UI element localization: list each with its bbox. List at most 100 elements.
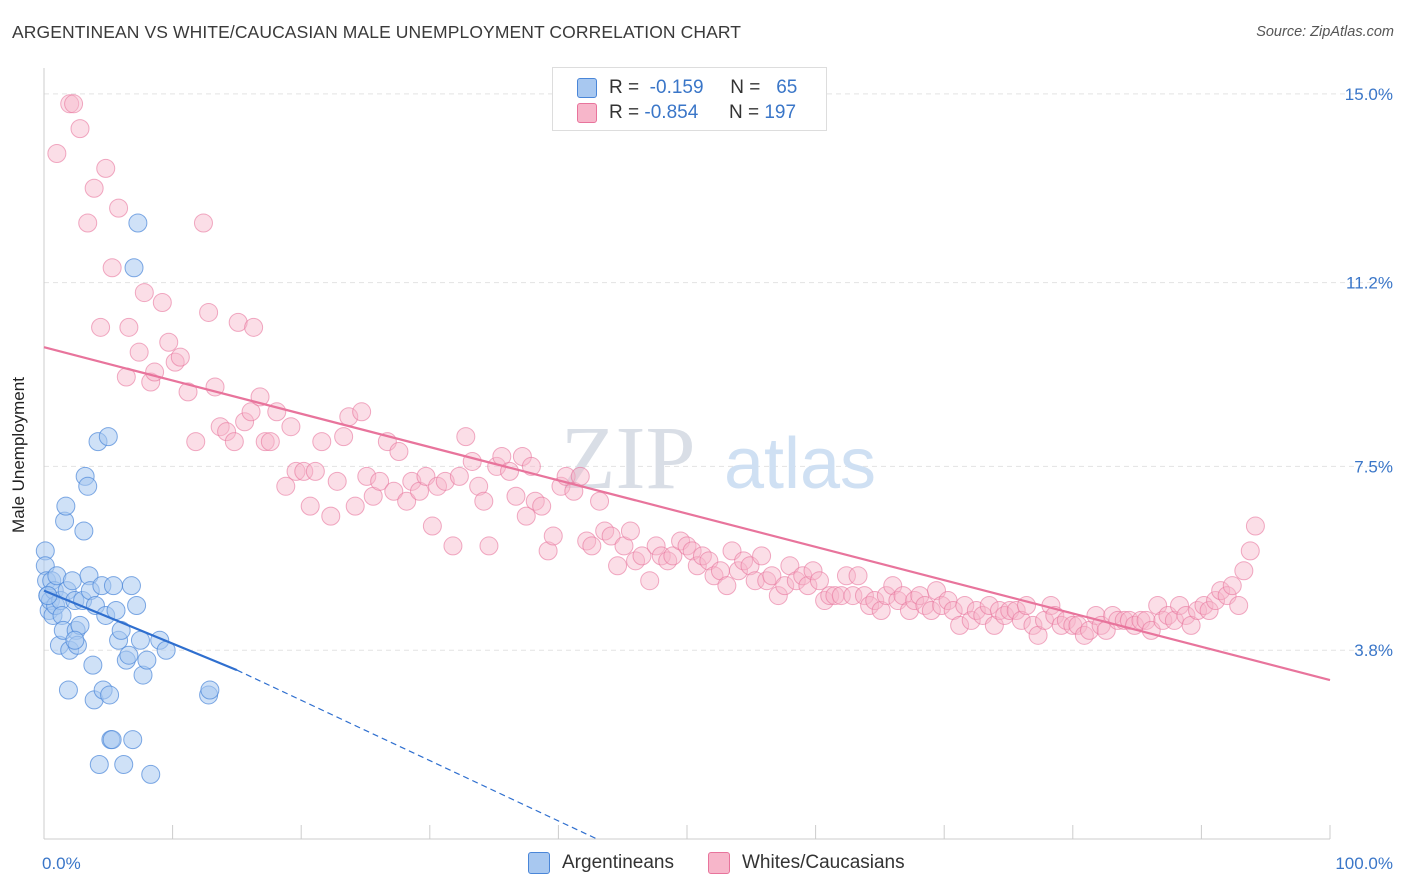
whites-point xyxy=(1011,610,1031,630)
stats-legend: R = -0.159 N = 65 R = -0.854 N = 197 xyxy=(552,67,827,131)
whites-point xyxy=(119,317,139,337)
whites-point xyxy=(651,546,671,566)
argentineans-point xyxy=(62,571,82,591)
argentineans-point xyxy=(58,680,78,700)
whites-point xyxy=(1068,615,1088,635)
whites-point xyxy=(334,427,354,447)
whites-point xyxy=(474,491,494,511)
y-tick-label: 7.5% xyxy=(1354,457,1393,476)
whites-point xyxy=(717,576,737,596)
argentineans-trend-line xyxy=(43,589,238,672)
whites-point xyxy=(871,600,891,620)
whites-point xyxy=(692,546,712,566)
whites-point xyxy=(1222,576,1242,596)
whites-point xyxy=(915,596,935,616)
whites-point xyxy=(883,576,903,596)
whites-point xyxy=(803,561,823,581)
whites-point xyxy=(543,526,563,546)
whites-point xyxy=(178,382,198,402)
x-tick-label: 0.0% xyxy=(42,854,81,873)
y-tick-label: 3.8% xyxy=(1354,641,1393,660)
argentineans-point xyxy=(119,645,139,665)
argentineans-point xyxy=(114,754,134,774)
legend-swatch-pink xyxy=(577,103,597,123)
whites-point xyxy=(462,451,482,471)
argentineans-point xyxy=(100,685,120,705)
legend-item-argentineans: Argentineans xyxy=(528,852,674,874)
y-tick-label: 15.0% xyxy=(1345,85,1393,104)
whites-point xyxy=(186,432,206,452)
whites-point xyxy=(820,586,840,606)
whites-point xyxy=(228,312,248,332)
whites-point xyxy=(389,442,409,462)
whites-point xyxy=(570,466,590,486)
whites-point xyxy=(384,481,404,501)
argentineans-point xyxy=(83,655,103,675)
whites-point xyxy=(632,546,652,566)
argentineans-point xyxy=(89,754,109,774)
whites-point xyxy=(217,422,237,442)
x-tick-label: 100.0% xyxy=(1335,854,1393,873)
whites-point xyxy=(321,506,341,526)
whites-point xyxy=(506,486,526,506)
whites-point xyxy=(210,417,230,437)
y-axis-label: Male Unemployment xyxy=(9,377,28,533)
whites-point xyxy=(876,586,896,606)
argentineans-point xyxy=(65,630,85,650)
whites-point xyxy=(961,610,981,630)
whites-point xyxy=(775,576,795,596)
legend-n-label: N = xyxy=(730,77,761,98)
watermark-atlas: atlas xyxy=(724,424,876,504)
whites-point xyxy=(854,586,874,606)
whites-point xyxy=(682,541,702,561)
argentineans-point xyxy=(102,730,122,750)
whites-point xyxy=(687,556,707,576)
legend-r-label: R = xyxy=(609,102,640,123)
whites-point xyxy=(397,491,417,511)
argentineans-point xyxy=(78,476,98,496)
whites-point xyxy=(728,561,748,581)
whites-point xyxy=(1240,541,1260,561)
whites-point xyxy=(646,536,666,556)
whites-point xyxy=(141,372,161,392)
chart-title: ARGENTINEAN VS WHITE/CAUCASIAN MALE UNEM… xyxy=(12,22,742,42)
whites-point xyxy=(129,342,149,362)
whites-point xyxy=(1023,615,1043,635)
whites-point xyxy=(134,283,154,303)
legend-n-label: N = xyxy=(728,102,760,123)
whites-point xyxy=(620,521,640,541)
argentineans-trend-extension xyxy=(236,669,598,840)
whites-point xyxy=(109,198,129,218)
whites-point xyxy=(1245,516,1265,536)
whites-point xyxy=(950,615,970,635)
whites-point xyxy=(1170,596,1190,616)
whites-point xyxy=(798,576,818,596)
whites-point xyxy=(521,456,541,476)
whites-point xyxy=(357,466,377,486)
whites-point xyxy=(1006,600,1026,620)
series-whites-points xyxy=(47,94,1265,645)
whites-point xyxy=(663,546,683,566)
whites-point xyxy=(752,546,772,566)
legend-r-value: -0.159 xyxy=(649,77,704,98)
whites-point xyxy=(1211,581,1231,601)
legend-r-label: R = xyxy=(609,77,640,98)
whites-point xyxy=(984,615,1004,635)
whites-point xyxy=(70,119,90,139)
legend-label: Argentineans xyxy=(562,852,674,873)
whites-point xyxy=(327,471,347,491)
argentineans-point xyxy=(98,427,118,447)
whites-point xyxy=(91,317,111,337)
whites-point xyxy=(1199,600,1219,620)
legend-row-argentineans: R = -0.159 N = 65 xyxy=(577,77,797,99)
whites-point xyxy=(152,293,172,313)
whites-point xyxy=(582,536,602,556)
whites-point xyxy=(595,521,615,541)
legend-item-whites: Whites/Caucasians xyxy=(708,852,905,874)
whites-point xyxy=(78,213,98,233)
whites-point xyxy=(224,432,244,452)
whites-point xyxy=(47,143,67,163)
whites-point xyxy=(294,461,314,481)
whites-point xyxy=(836,566,856,586)
